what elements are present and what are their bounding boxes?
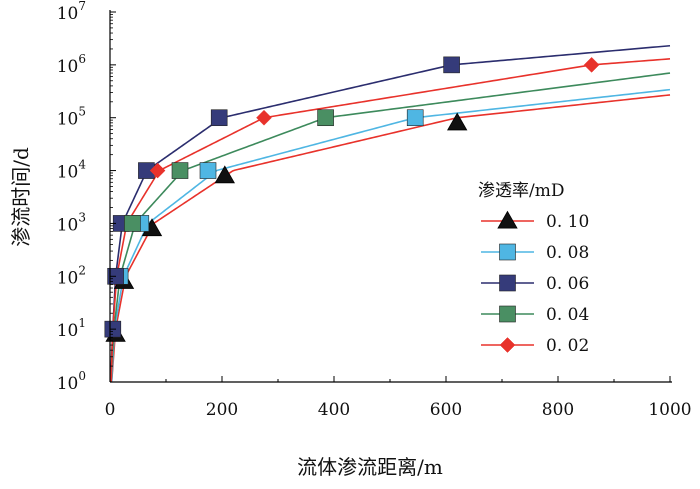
legend-title: 渗透率/mD xyxy=(478,181,564,201)
legend-label-3: 0. 04 xyxy=(546,305,589,325)
x-tick-label-5: 1000 xyxy=(648,400,691,420)
data-point-s4-p2 xyxy=(583,57,600,73)
y-tick-label-3: 103 xyxy=(57,210,86,235)
fit-curve-3 xyxy=(110,72,671,383)
y-tick-base: 10 xyxy=(57,110,79,130)
data-point-s1-p3 xyxy=(406,109,424,127)
y-tick-exponent: 7 xyxy=(78,0,86,13)
y-tick-base: 10 xyxy=(57,268,79,288)
legend-marker-2 xyxy=(499,274,516,292)
axes: 0 200 400 600 800 100010010110210310410510610… xyxy=(9,0,692,479)
y-tick-base: 10 xyxy=(57,321,79,341)
x-tick-label-1: 200 xyxy=(206,400,238,420)
data-point-s2-p4 xyxy=(210,109,228,127)
data-point-s3-p0 xyxy=(124,215,141,232)
y-tick-label-4: 104 xyxy=(57,158,87,183)
y-tick-base: 10 xyxy=(57,374,79,394)
legend-marker-4 xyxy=(499,337,516,353)
y-tick-label-6: 106 xyxy=(57,52,86,77)
y-tick-base: 10 xyxy=(57,215,79,235)
x-axis-title: 流体渗流距离/m xyxy=(297,455,443,479)
y-tick-label-5: 105 xyxy=(57,105,86,130)
data-point-s3-p1 xyxy=(171,162,189,179)
y-tick-exponent: 3 xyxy=(78,210,86,224)
data-point-s3-p2 xyxy=(317,109,334,127)
y-tick-exponent: 6 xyxy=(78,52,86,66)
y-tick-base: 10 xyxy=(57,4,79,24)
y-tick-exponent: 2 xyxy=(78,263,86,277)
legend-marker-3 xyxy=(499,305,516,323)
legend-label-1: 0. 08 xyxy=(546,243,589,263)
legend-label-2: 0. 06 xyxy=(546,274,589,294)
y-axis-title: 渗流时间/d xyxy=(9,147,33,247)
x-tick-label-2: 400 xyxy=(318,400,350,420)
data-point-s0-p4 xyxy=(447,112,468,131)
legend-label-4: 0. 02 xyxy=(546,336,589,356)
y-tick-exponent: 1 xyxy=(78,316,86,330)
legend-label-0: 0. 10 xyxy=(546,212,589,232)
y-tick-base: 10 xyxy=(57,163,79,183)
data-point-s2-p5 xyxy=(443,56,460,74)
legend-marker-0 xyxy=(497,210,518,229)
legend: 渗透率/mD 0. 10 0. 08 0. 06 0. 04 0. 02 xyxy=(478,181,589,356)
data-point-s4-p1 xyxy=(256,109,272,126)
data-point-s4-p0 xyxy=(149,162,166,179)
y-tick-label-1: 101 xyxy=(57,316,86,341)
y-tick-exponent: 5 xyxy=(78,105,86,119)
y-tick-exponent: 4 xyxy=(78,158,86,172)
y-tick-label-0: 100 xyxy=(57,369,86,394)
x-tick-label-4: 800 xyxy=(542,400,574,420)
y-tick-label-7: 107 xyxy=(57,0,86,24)
y-tick-label-2: 102 xyxy=(57,263,86,288)
x-tick-label-3: 600 xyxy=(430,400,462,420)
y-tick-exponent: 0 xyxy=(78,369,86,383)
data-point-s0-p3 xyxy=(214,165,235,184)
x-tick-label-0: 0 xyxy=(105,400,116,420)
data-point-s1-p2 xyxy=(199,162,217,179)
y-tick-base: 10 xyxy=(57,57,79,77)
legend-marker-1 xyxy=(499,243,516,261)
